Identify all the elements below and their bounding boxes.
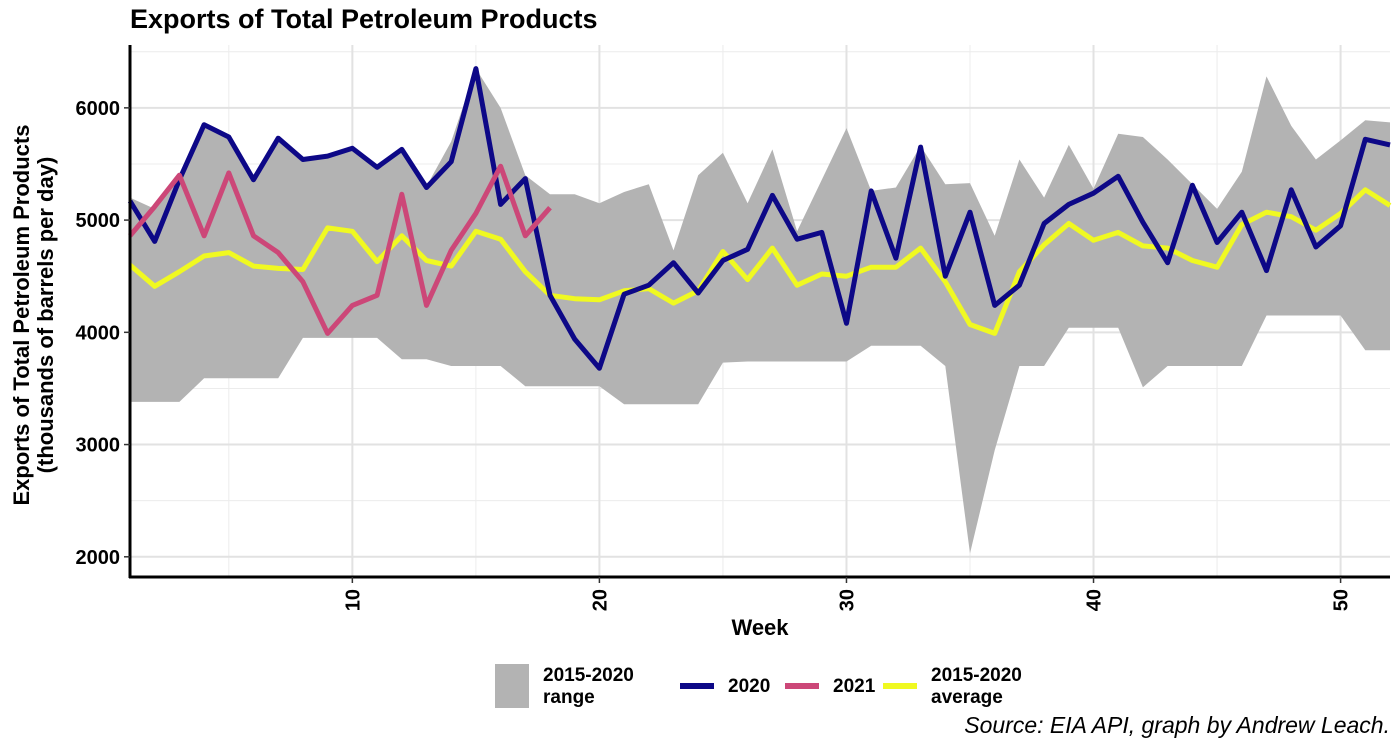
x-tick-label: 30 bbox=[836, 589, 858, 611]
legend-key-2020 bbox=[680, 683, 714, 689]
legend-label-2021: 2021 bbox=[833, 676, 876, 697]
legend-key-2021 bbox=[785, 683, 819, 689]
y-tick-label: 4000 bbox=[76, 322, 121, 344]
legend-label-average-line2: average bbox=[931, 687, 1003, 708]
y-tick-label: 5000 bbox=[76, 210, 121, 232]
y-ticks: 2000 3000 4000 5000 6000 bbox=[76, 98, 130, 569]
x-tick-label: 40 bbox=[1084, 589, 1106, 611]
range-band bbox=[130, 68, 1390, 554]
legend-label-average-line1: 2015-2020 bbox=[931, 665, 1022, 686]
legend-label-range-line1: 2015-2020 bbox=[543, 665, 634, 686]
x-tick-label: 20 bbox=[589, 589, 611, 611]
x-axis-label: Week bbox=[731, 615, 789, 640]
legend-key-range bbox=[495, 664, 529, 708]
y-tick-label: 6000 bbox=[76, 98, 121, 120]
chart-title: Exports of Total Petroleum Products bbox=[130, 4, 598, 34]
x-ticks: 10 20 30 40 50 bbox=[342, 577, 1353, 611]
legend-label-2020: 2020 bbox=[728, 676, 771, 697]
series-line-2021 bbox=[128, 163, 552, 336]
y-tick-label: 3000 bbox=[76, 435, 121, 457]
x-tick-label: 10 bbox=[342, 589, 364, 611]
legend-key-average bbox=[883, 683, 917, 689]
series-line-average bbox=[128, 187, 1392, 336]
source-caption: Source: EIA API, graph by Andrew Leach. bbox=[964, 712, 1390, 738]
legend-label-range-line2: range bbox=[543, 687, 595, 708]
y-tick-label: 2000 bbox=[76, 547, 121, 569]
x-tick-label: 50 bbox=[1331, 589, 1353, 611]
series-line-2020 bbox=[127, 66, 1391, 371]
